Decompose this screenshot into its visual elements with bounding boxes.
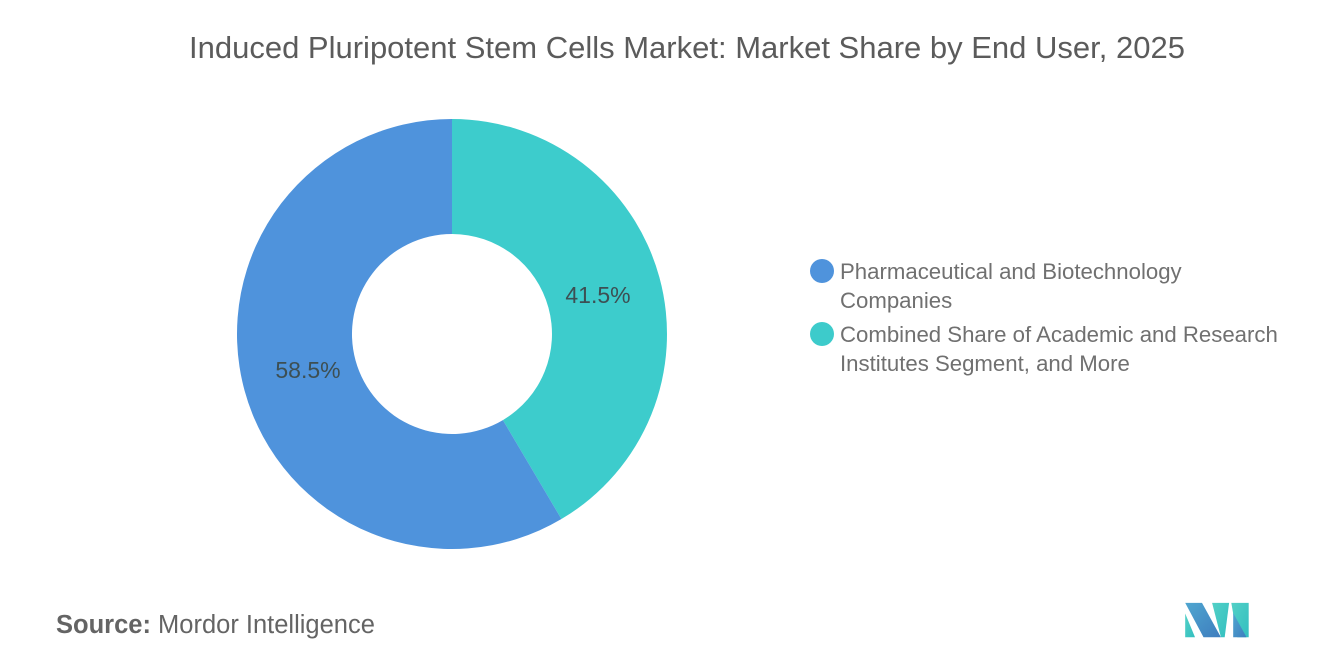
svg-text:58.5%: 58.5% xyxy=(275,357,340,383)
svg-text:41.5%: 41.5% xyxy=(565,282,630,308)
